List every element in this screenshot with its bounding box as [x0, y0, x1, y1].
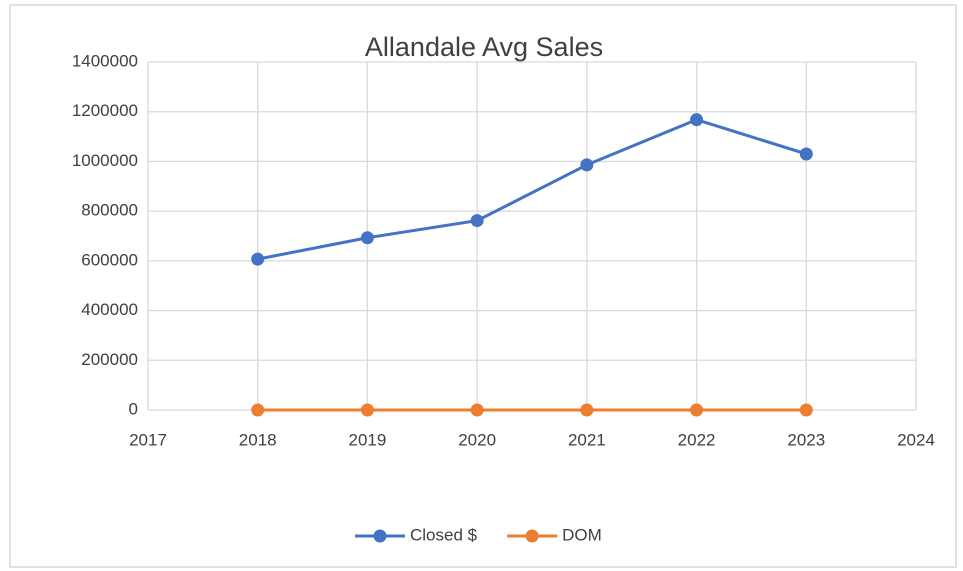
x-tick-label: 2018 — [239, 430, 277, 449]
data-point — [799, 147, 813, 161]
legend-label: Closed $ — [410, 525, 478, 544]
y-tick-label: 600000 — [81, 250, 138, 269]
data-point — [360, 403, 374, 417]
chart-border — [9, 4, 957, 568]
chart-title: Allandale Avg Sales — [365, 32, 603, 62]
x-tick-label: 2023 — [787, 430, 825, 449]
y-tick-label: 1000000 — [72, 151, 138, 170]
data-point — [470, 214, 484, 228]
data-point — [580, 158, 594, 172]
data-point — [690, 403, 704, 417]
legend-marker — [525, 529, 539, 543]
x-tick-label: 2022 — [678, 430, 716, 449]
y-tick-label: 1400000 — [72, 51, 138, 70]
x-tick-label: 2017 — [129, 430, 167, 449]
x-tick-label: 2021 — [568, 430, 606, 449]
y-tick-label: 0 — [129, 399, 138, 418]
data-point — [360, 231, 374, 245]
legend-marker — [373, 529, 387, 543]
x-tick-label: 2020 — [458, 430, 496, 449]
y-tick-label: 1200000 — [72, 101, 138, 120]
y-tick-label: 200000 — [81, 350, 138, 369]
data-point — [251, 403, 265, 417]
legend-label: DOM — [562, 525, 602, 544]
y-tick-label: 800000 — [81, 201, 138, 220]
x-tick-label: 2019 — [349, 430, 387, 449]
data-point — [799, 403, 813, 417]
y-tick-label: 400000 — [81, 300, 138, 319]
data-point — [580, 403, 594, 417]
data-point — [470, 403, 484, 417]
data-point — [690, 113, 704, 127]
x-tick-label: 2024 — [897, 430, 935, 449]
series-line — [257, 118, 807, 261]
data-point — [251, 252, 265, 266]
